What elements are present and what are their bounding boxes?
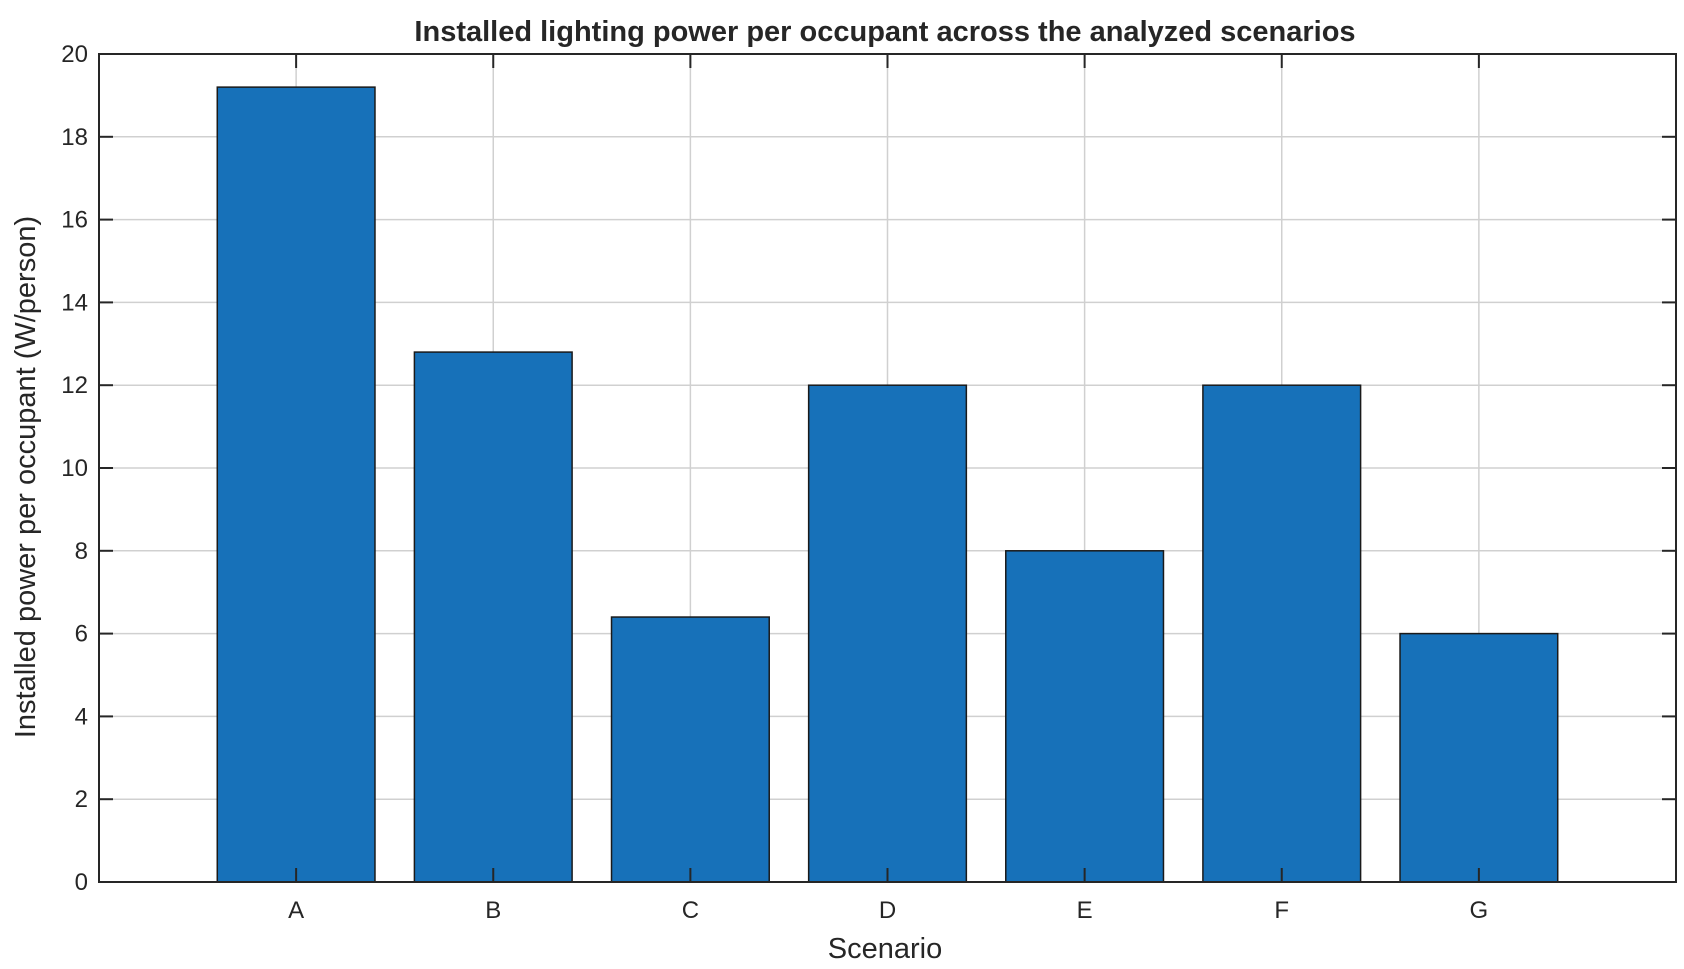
x-tick-label: C <box>682 897 699 924</box>
bars <box>216 86 1559 883</box>
axis-ticks: 0 2 4 6 8 10 12 14 16 18 20 A B C D E F G <box>61 41 1676 924</box>
y-tick-label: 8 <box>75 538 88 565</box>
bar-G <box>1399 632 1559 883</box>
y-tick-label: 2 <box>75 786 88 813</box>
chart-title: Installed lighting power per occupant ac… <box>414 16 1355 48</box>
x-tick-label: F <box>1274 897 1289 924</box>
bar-E <box>1005 550 1165 883</box>
y-tick-label: 6 <box>75 621 88 648</box>
bar-C <box>610 616 770 883</box>
bar-D <box>807 384 968 883</box>
bar-B <box>413 351 573 883</box>
x-tick-label: A <box>288 897 304 924</box>
y-tick-label: 12 <box>61 372 88 399</box>
y-tick-label: 18 <box>61 124 88 151</box>
x-tick-label: B <box>485 897 501 924</box>
y-tick-label: 14 <box>61 289 88 316</box>
y-axis-label: Installed power per occupant (W/person) <box>10 216 42 738</box>
x-tick-label: G <box>1470 897 1489 924</box>
x-tick-label: D <box>879 897 896 924</box>
y-tick-label: 20 <box>61 41 88 68</box>
bar-A <box>216 86 376 883</box>
x-axis-label: Scenario <box>828 933 942 965</box>
y-tick-label: 4 <box>75 703 88 730</box>
y-tick-label: 16 <box>61 207 88 234</box>
x-tick-label: E <box>1077 897 1093 924</box>
y-tick-label: 0 <box>75 869 88 896</box>
y-tick-label: 10 <box>61 455 88 482</box>
bar-F <box>1202 384 1362 883</box>
